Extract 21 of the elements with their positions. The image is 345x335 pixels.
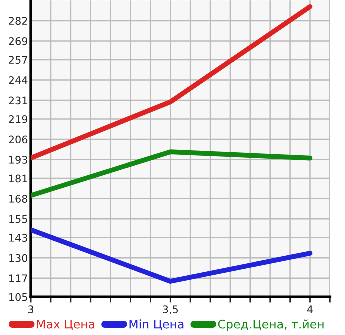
legend-label: Min Цена [130, 320, 184, 330]
x-tick-label: 4 [307, 306, 313, 314]
legend-label: Max Цена [37, 320, 95, 330]
y-tick-label: 244 [9, 76, 28, 84]
legend-label: Сред.Цена, т.йен [218, 320, 324, 332]
y-tick-label: 231 [9, 96, 28, 105]
y-tick-label: 257 [9, 56, 28, 64]
y-tick-label: 105 [10, 293, 28, 302]
y-tick-label: 143 [10, 234, 28, 242]
y-tick-label: 269 [9, 37, 28, 46]
y-tick-label: 193 [10, 156, 28, 164]
y-tick-label: 168 [10, 195, 28, 203]
x-tick-label: 3 [28, 306, 34, 314]
y-tick-label: 282 [9, 17, 28, 26]
y-tick-label: 117 [10, 274, 28, 282]
y-tick-label: 219 [9, 115, 28, 124]
y-tick-label: 155 [10, 215, 28, 224]
y-tick-label: 206 [9, 136, 28, 144]
y-tick-label: 181 [10, 174, 28, 183]
y-tick-label: 130 [10, 254, 28, 262]
x-tick-label: 3,5 [163, 306, 178, 315]
